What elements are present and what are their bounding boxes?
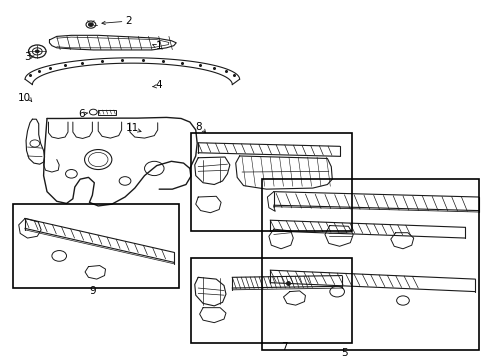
Text: 2: 2 — [125, 17, 131, 26]
Circle shape — [88, 23, 93, 26]
Bar — [261, 179, 478, 351]
Text: 5: 5 — [341, 348, 347, 358]
Text: 8: 8 — [194, 122, 201, 132]
Circle shape — [35, 50, 39, 53]
Text: 1: 1 — [156, 41, 162, 51]
Text: 7: 7 — [281, 342, 287, 352]
Bar — [190, 258, 351, 343]
Text: 6: 6 — [78, 109, 84, 119]
Text: 3: 3 — [24, 52, 31, 62]
Text: 9: 9 — [89, 286, 96, 296]
Text: 4: 4 — [156, 80, 162, 90]
Text: 11: 11 — [125, 123, 139, 134]
Bar — [13, 204, 178, 288]
Text: 10: 10 — [18, 93, 31, 103]
Bar — [190, 133, 351, 231]
